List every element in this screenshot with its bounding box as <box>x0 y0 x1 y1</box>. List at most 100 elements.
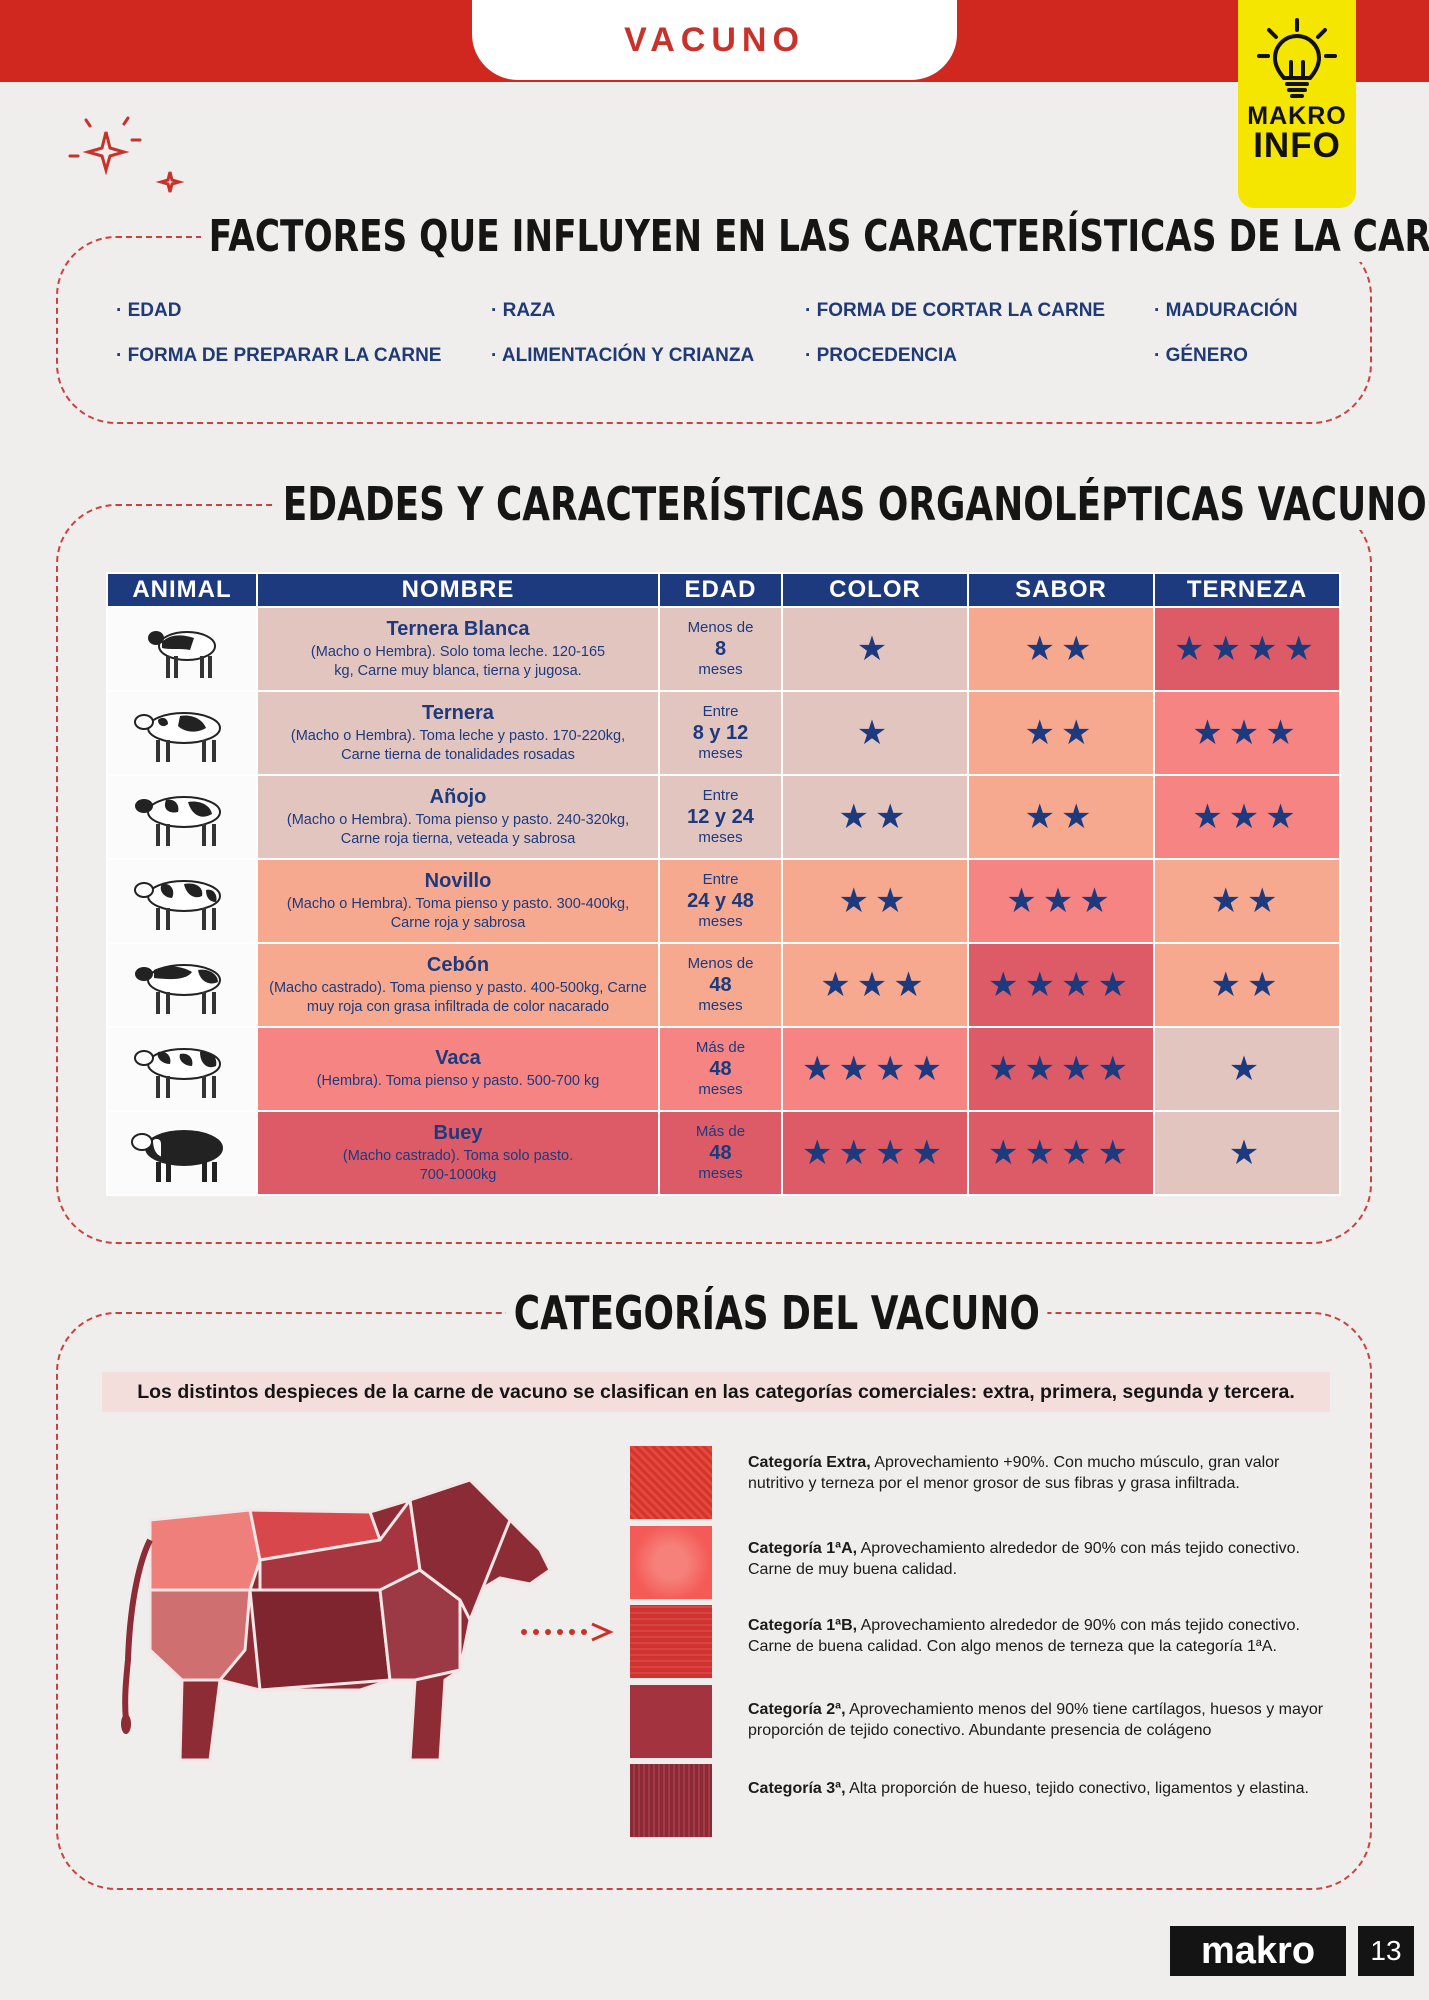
animal-name: Cebón <box>426 953 490 976</box>
star-icon: ★★ <box>838 882 912 920</box>
animal-cell <box>106 1110 258 1196</box>
category-label: Categoría Extra, <box>748 1454 871 1471</box>
swatch-1b <box>630 1605 712 1678</box>
cow-icon <box>134 712 221 762</box>
category-desc: Aprovechamiento +90%. Con mucho músculo,… <box>748 1454 1280 1492</box>
animal-cell <box>106 606 258 692</box>
table-row: Novillo (Macho o Hembra). Toma pienso y … <box>106 858 1341 944</box>
category-desc: Aprovechamiento alrededor de 90% con más… <box>748 1617 1300 1655</box>
cow-icon <box>134 880 221 930</box>
swatch-2 <box>630 1685 712 1758</box>
category-extra: Categoría Extra, Aprovechamiento +90%. C… <box>748 1452 1338 1494</box>
factor-item: · EDAD <box>116 300 182 321</box>
table-row: Buey (Macho castrado). Toma solo pasto. … <box>106 1110 1341 1196</box>
category-desc: Aprovechamiento alrededor de 90% con más… <box>748 1540 1300 1578</box>
star-icon: ★★ <box>1024 630 1098 668</box>
terneza-rating: ★★★★ <box>1153 606 1341 692</box>
factor-item: · ALIMENTACIÓN Y CRIANZA <box>491 345 755 366</box>
sabor-rating: ★★ <box>967 606 1155 692</box>
makro-info-badge: MAKRO INFO <box>1238 0 1356 208</box>
age-post: meses <box>698 1165 743 1182</box>
animal-desc: (Macho castrado). Toma solo pasto. 700-1… <box>342 1147 574 1183</box>
age-value: 24 y 48 <box>687 890 754 912</box>
factor-item: · PROCEDENCIA <box>805 345 958 366</box>
swatch-extra <box>630 1446 712 1519</box>
age-pre: Más de <box>695 1123 746 1140</box>
age-cell: Entre 12 y 24 meses <box>658 774 783 860</box>
animal-name: Novillo <box>424 869 492 892</box>
age-cell: Menos de 48 meses <box>658 942 783 1028</box>
calf-icon <box>148 631 216 678</box>
age-value: 12 y 24 <box>687 806 754 828</box>
factors-title: FACTORES QUE INFLUYEN EN LAS CARACTERÍST… <box>201 212 1429 262</box>
factor-item: · FORMA DE PREPARAR LA CARNE <box>116 345 442 366</box>
color-rating: ★ <box>781 690 969 776</box>
terneza-rating: ★★★ <box>1153 690 1341 776</box>
star-icon: ★★★★ <box>802 1050 948 1088</box>
age-pre: Entre <box>702 871 739 888</box>
factor-item: · MADURACIÓN <box>1154 300 1298 321</box>
factors-section <box>56 236 1372 424</box>
factor-item: · RAZA <box>491 300 556 321</box>
lightbulb-icon <box>1257 18 1337 98</box>
color-rating: ★★ <box>781 858 969 944</box>
animal-name: Añojo <box>429 785 487 808</box>
sabor-rating: ★★★★ <box>967 1026 1155 1112</box>
category-desc: Aprovechamiento menos del 90% tiene cart… <box>748 1701 1324 1739</box>
name-cell: Vaca (Hembra). Toma pienso y pasto. 500-… <box>256 1026 660 1112</box>
header-edad: EDAD <box>658 572 783 608</box>
animal-cell <box>106 942 258 1028</box>
star-icon: ★★★ <box>1006 882 1116 920</box>
age-post: meses <box>698 913 743 930</box>
star-icon: ★★★★ <box>1174 630 1320 668</box>
factor-item: · GÉNERO <box>1154 345 1248 366</box>
star-icon: ★★ <box>1210 966 1284 1004</box>
swatch-1a <box>630 1526 712 1599</box>
age-value: 48 <box>709 1058 732 1080</box>
terneza-rating: ★★ <box>1153 858 1341 944</box>
age-cell: Más de 48 meses <box>658 1026 783 1112</box>
color-rating: ★★★★ <box>781 1026 969 1112</box>
star-icon: ★ <box>1228 1050 1266 1088</box>
swatch-3 <box>630 1764 712 1837</box>
star-icon: ★★ <box>1210 882 1284 920</box>
star-icon: ★★★ <box>820 966 930 1004</box>
age-value: 48 <box>709 1142 732 1164</box>
category-1b: Categoría 1ªB, Aprovechamiento alrededor… <box>748 1615 1338 1657</box>
age-post: meses <box>698 997 743 1014</box>
animal-cell <box>106 690 258 776</box>
table-header-row: ANIMAL NOMBRE EDAD COLOR SABOR TERNEZA <box>106 572 1341 608</box>
category-label: Categoría 1ªB, <box>748 1617 858 1634</box>
terneza-rating: ★★★ <box>1153 774 1341 860</box>
table-row: Ternera (Macho o Hembra). Toma leche y p… <box>106 690 1341 776</box>
category-label: Categoría 3ª, <box>748 1780 846 1797</box>
sabor-rating: ★★★★ <box>967 942 1155 1028</box>
header-terneza: TERNEZA <box>1153 572 1341 608</box>
animal-cell <box>106 1026 258 1112</box>
color-rating: ★★★ <box>781 942 969 1028</box>
ages-table: ANIMAL NOMBRE EDAD COLOR SABOR TERNEZA T… <box>106 572 1341 1196</box>
star-icon: ★★★★ <box>988 966 1134 1004</box>
table-row: Vaca (Hembra). Toma pienso y pasto. 500-… <box>106 1026 1341 1112</box>
cow-icon <box>135 796 221 846</box>
table-row: Ternera Blanca (Macho o Hembra). Solo to… <box>106 606 1341 692</box>
star-icon: ★★ <box>1024 714 1098 752</box>
badge-line1: MAKRO <box>1247 102 1347 130</box>
table-row: Cebón (Macho castrado). Toma pienso y pa… <box>106 942 1341 1028</box>
animal-desc: (Macho o Hembra). Toma pienso y pasto. 3… <box>286 895 630 931</box>
animal-desc: (Hembra). Toma pienso y pasto. 500-700 k… <box>316 1073 600 1089</box>
age-cell: Menos de 8 meses <box>658 606 783 692</box>
arrow-icon <box>521 1622 614 1642</box>
name-cell: Añojo (Macho o Hembra). Toma pienso y pa… <box>256 774 660 860</box>
header-sabor: SABOR <box>967 572 1155 608</box>
category-1a: Categoría 1ªA, Aprovechamiento alrededor… <box>748 1538 1338 1580</box>
age-pre: Menos de <box>687 619 754 636</box>
age-value: 8 y 12 <box>692 722 749 744</box>
animal-name: Ternera <box>422 701 494 724</box>
color-rating: ★★★★ <box>781 1110 969 1196</box>
animal-name: Buey <box>433 1121 483 1144</box>
animal-name: Vaca <box>435 1047 481 1069</box>
name-cell: Ternera Blanca (Macho o Hembra). Solo to… <box>256 606 660 692</box>
ages-title: EDADES Y CARACTERÍSTICAS ORGANOLÉPTICAS … <box>275 478 1429 530</box>
animal-cell <box>106 858 258 944</box>
